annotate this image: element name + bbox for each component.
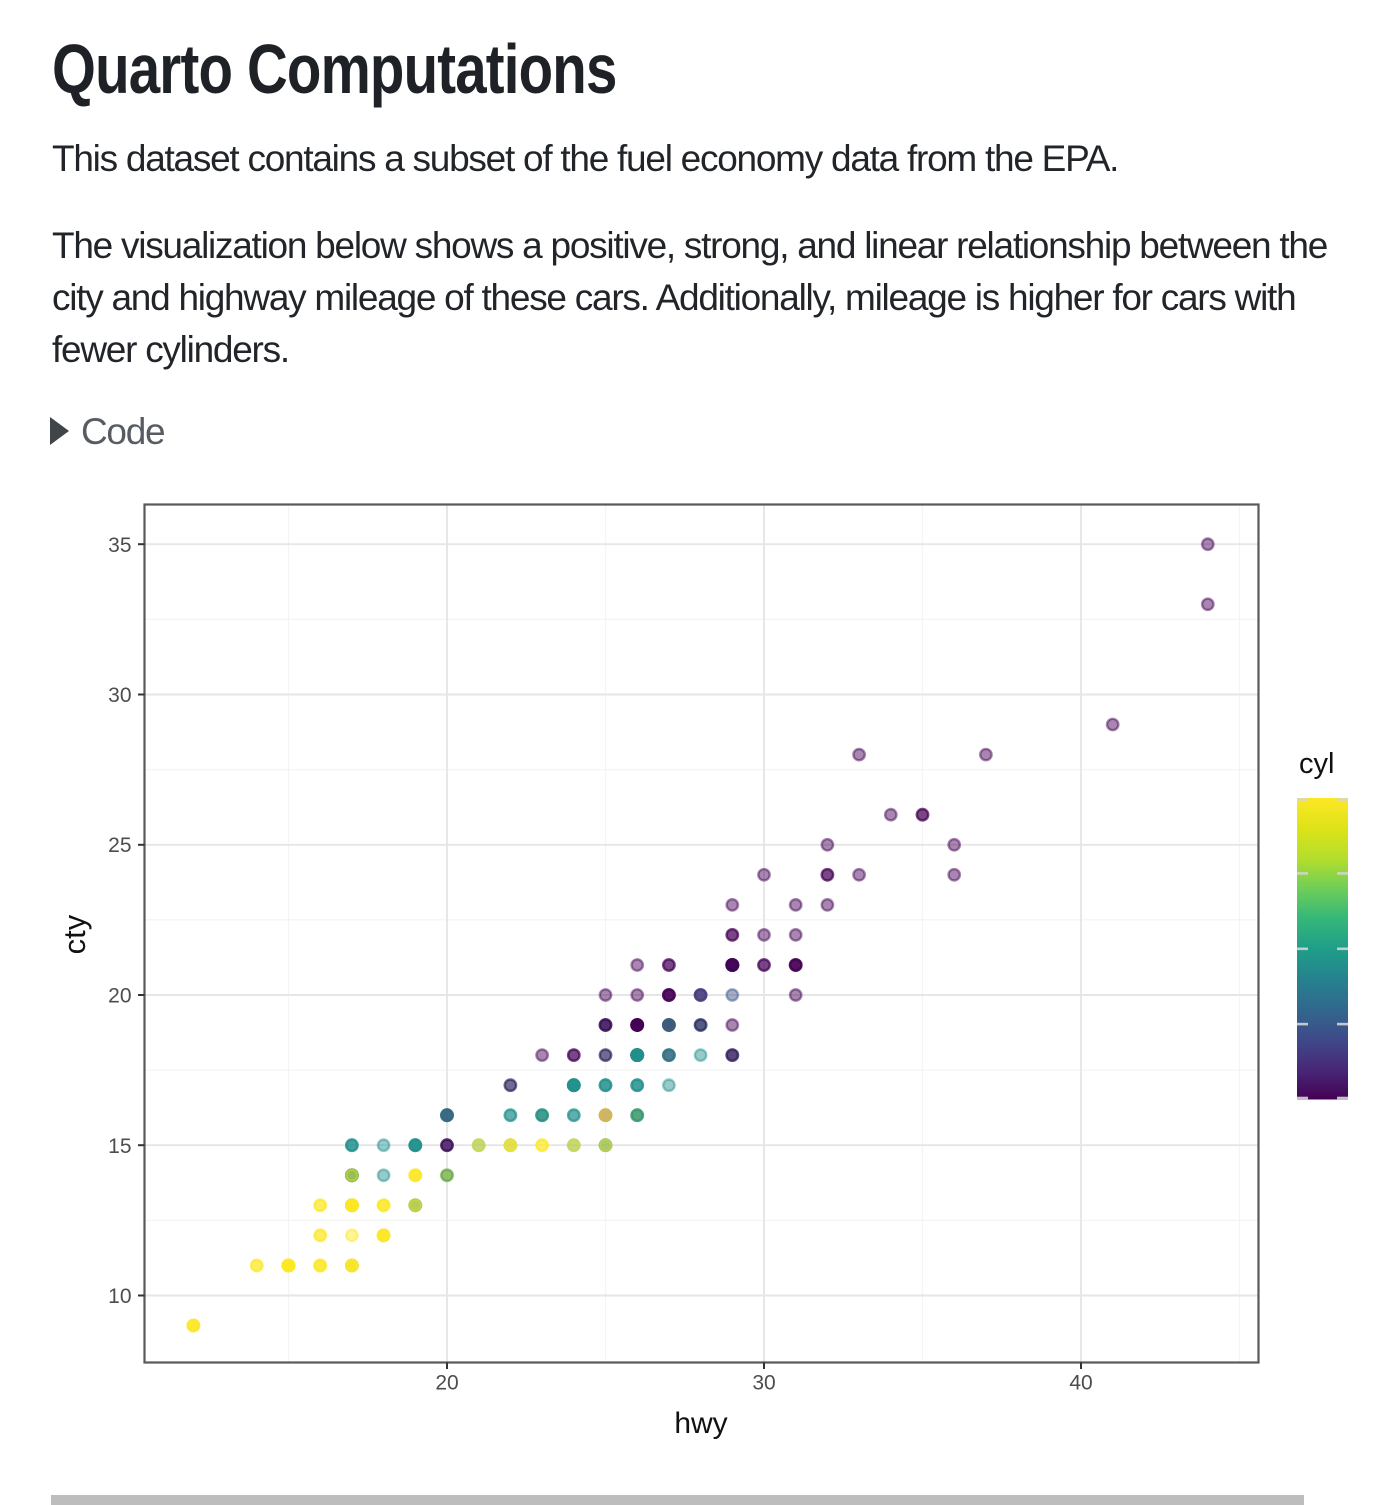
svg-text:10: 10 xyxy=(108,1285,131,1308)
svg-text:cty: cty xyxy=(57,914,92,954)
svg-text:cyl: cyl xyxy=(1299,748,1334,780)
svg-text:20: 20 xyxy=(108,985,131,1008)
svg-text:40: 40 xyxy=(1069,1372,1092,1395)
svg-text:30: 30 xyxy=(108,684,131,707)
svg-text:25: 25 xyxy=(108,834,131,857)
svg-text:35: 35 xyxy=(108,534,131,557)
svg-text:hwy: hwy xyxy=(674,1407,727,1440)
svg-text:15: 15 xyxy=(108,1135,131,1158)
svg-text:30: 30 xyxy=(752,1372,775,1395)
svg-text:20: 20 xyxy=(435,1372,458,1395)
